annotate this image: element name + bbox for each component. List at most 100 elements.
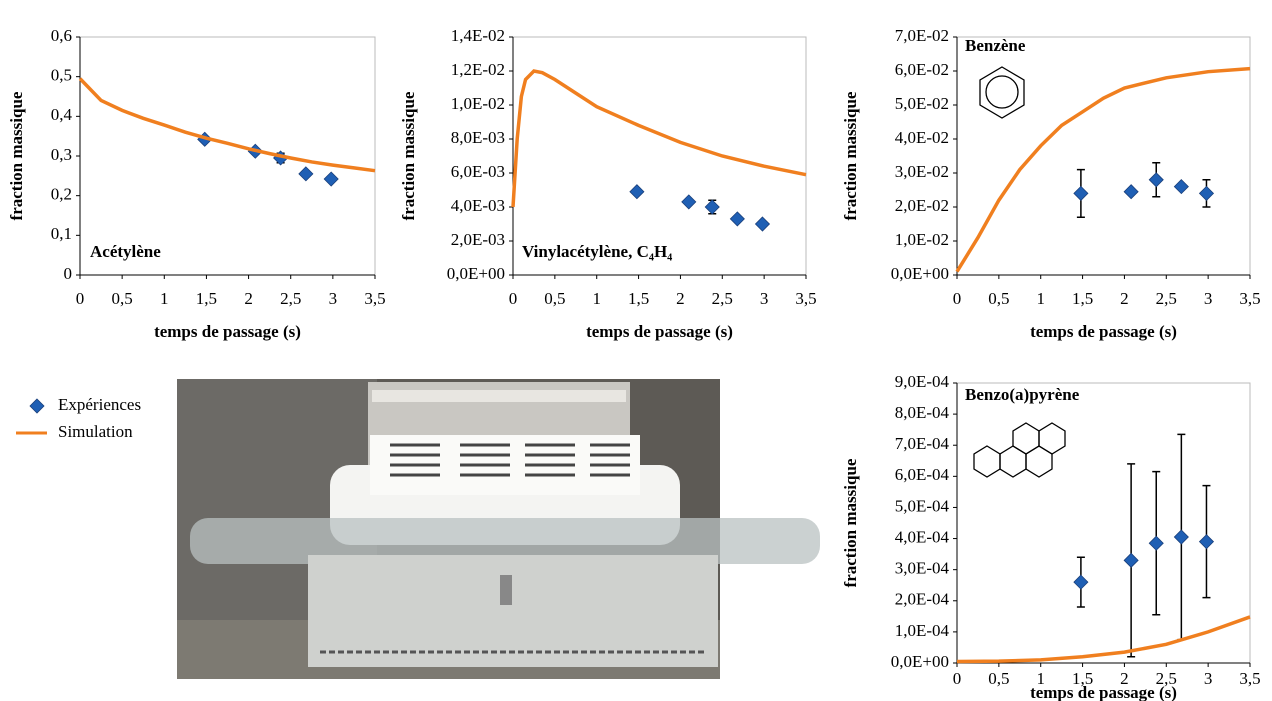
- x-tick-label: 1: [1036, 669, 1045, 688]
- y-tick-label: 4,0E-04: [895, 527, 950, 546]
- x-tick-label: 3,5: [364, 289, 385, 308]
- x-tick-label: 0,5: [112, 289, 133, 308]
- data-point: [704, 199, 720, 215]
- y-tick-label: 1,2E-02: [451, 60, 505, 79]
- y-tick-label: 2,0E-02: [895, 196, 949, 215]
- x-tick-label: 0: [76, 289, 85, 308]
- x-tick-label: 1: [1036, 289, 1045, 308]
- benzopyrene-icon: [973, 422, 1066, 478]
- x-tick-label: 3: [329, 289, 338, 308]
- y-tick-label: 0,2: [51, 185, 72, 204]
- legend-label: Simulation: [58, 422, 133, 441]
- benzene-icon: [979, 66, 1025, 119]
- data-point: [323, 171, 339, 187]
- y-tick-label: 5,0E-04: [895, 496, 950, 515]
- data-point: [1173, 529, 1189, 545]
- x-tick-label: 3,5: [795, 289, 816, 308]
- x-tick-label: 1: [160, 289, 169, 308]
- y-tick-label: 8,0E-03: [451, 128, 505, 147]
- plot-frame: [79, 36, 376, 276]
- x-tick-label: 2: [676, 289, 685, 308]
- legend: Expériences Simulation: [16, 395, 141, 441]
- legend-marker: [29, 398, 45, 414]
- y-tick-label: 1,0E-02: [451, 94, 505, 113]
- annotation: Benzène: [965, 36, 1026, 55]
- data-point: [1148, 535, 1164, 551]
- x-tick-label: 0: [953, 289, 962, 308]
- annotation: Acétylène: [90, 242, 161, 261]
- x-tick-label: 2,5: [280, 289, 301, 308]
- data-point: [1198, 534, 1215, 550]
- simulation-line: [78, 77, 376, 173]
- y-tick-label: 6,0E-03: [451, 162, 505, 181]
- data-point: [754, 216, 771, 232]
- annotation: Benzo(a)pyrène: [965, 385, 1080, 404]
- y-tick-label: 0,0E+00: [447, 264, 505, 283]
- y-tick-label: 0,6: [51, 26, 72, 45]
- x-tick-label: 2: [1120, 289, 1129, 308]
- y-tick-label: 6,0E-04: [895, 465, 950, 484]
- data-point: [1148, 172, 1164, 188]
- x-tick-label: 0,5: [988, 669, 1009, 688]
- x-axis-title: temps de passage (s): [1030, 683, 1177, 701]
- x-tick-label: 3: [1204, 669, 1213, 688]
- y-tick-label: 9,0E-04: [895, 372, 950, 391]
- x-tick-label: 3: [760, 289, 769, 308]
- y-tick-label: 8,0E-04: [895, 403, 950, 422]
- y-tick-label: 0,0E+00: [891, 652, 949, 671]
- photo: [177, 379, 820, 679]
- data-point: [298, 166, 314, 182]
- x-tick-label: 1,5: [628, 289, 649, 308]
- x-tick-label: 2: [244, 289, 253, 308]
- y-tick-label: 3,0E-02: [895, 162, 949, 181]
- y-tick-label: 1,4E-02: [451, 26, 505, 45]
- data-point: [1073, 185, 1089, 201]
- x-tick-label: 2,5: [712, 289, 733, 308]
- data-point: [1073, 574, 1089, 590]
- x-tick-label: 3,5: [1239, 289, 1260, 308]
- x-tick-label: 2: [1120, 669, 1129, 688]
- y-tick-label: 2,0E-04: [895, 590, 950, 609]
- data-point: [629, 184, 645, 200]
- x-tick-label: 1,5: [1072, 289, 1093, 308]
- data-point: [1198, 185, 1215, 201]
- x-tick-label: 1,5: [196, 289, 217, 308]
- y-tick-label: 2,0E-03: [451, 230, 505, 249]
- x-tick-label: 2,5: [1156, 289, 1177, 308]
- simulation-line: [511, 69, 807, 208]
- y-tick-label: 6,0E-02: [895, 60, 949, 79]
- y-tick-label: 7,0E-02: [895, 26, 949, 45]
- y-tick-label: 0,4: [51, 105, 73, 124]
- y-tick-label: 1,0E-04: [895, 621, 950, 640]
- x-tick-label: 3,5: [1239, 669, 1260, 688]
- y-tick-label: 3,0E-04: [895, 559, 950, 578]
- y-tick-label: 0: [64, 264, 73, 283]
- plot-frame: [512, 36, 807, 276]
- x-axis-title: temps de passage (s): [1030, 322, 1177, 341]
- x-tick-label: 0: [509, 289, 518, 308]
- annotation: Vinylacétylène, C₄H₄: [522, 242, 672, 261]
- x-tick-label: 1: [592, 289, 601, 308]
- y-tick-label: 4,0E-03: [451, 196, 505, 215]
- y-tick-label: 0,0E+00: [891, 264, 949, 283]
- x-axis-title: temps de passage (s): [586, 322, 733, 341]
- legend-label: Expériences: [58, 395, 141, 414]
- simulation-line: [955, 66, 1251, 273]
- y-tick-label: 0,1: [51, 224, 72, 243]
- x-axis-title: temps de passage (s): [154, 322, 301, 341]
- y-tick-label: 7,0E-04: [895, 434, 950, 453]
- y-axis-title: fraction massique: [841, 458, 860, 587]
- y-axis-title: fraction massique: [841, 91, 860, 220]
- y-tick-label: 4,0E-02: [895, 128, 949, 147]
- y-tick-label: 1,0E-02: [895, 230, 949, 249]
- x-tick-label: 3: [1204, 289, 1213, 308]
- x-tick-label: 1,5: [1072, 669, 1093, 688]
- x-tick-label: 2,5: [1156, 669, 1177, 688]
- data-point: [681, 194, 697, 210]
- y-axis-title: fraction massique: [399, 91, 418, 220]
- data-point: [1123, 552, 1139, 568]
- simulation-line: [956, 615, 1251, 664]
- data-point: [729, 211, 745, 227]
- data-point: [1123, 184, 1139, 200]
- data-point: [1173, 179, 1189, 195]
